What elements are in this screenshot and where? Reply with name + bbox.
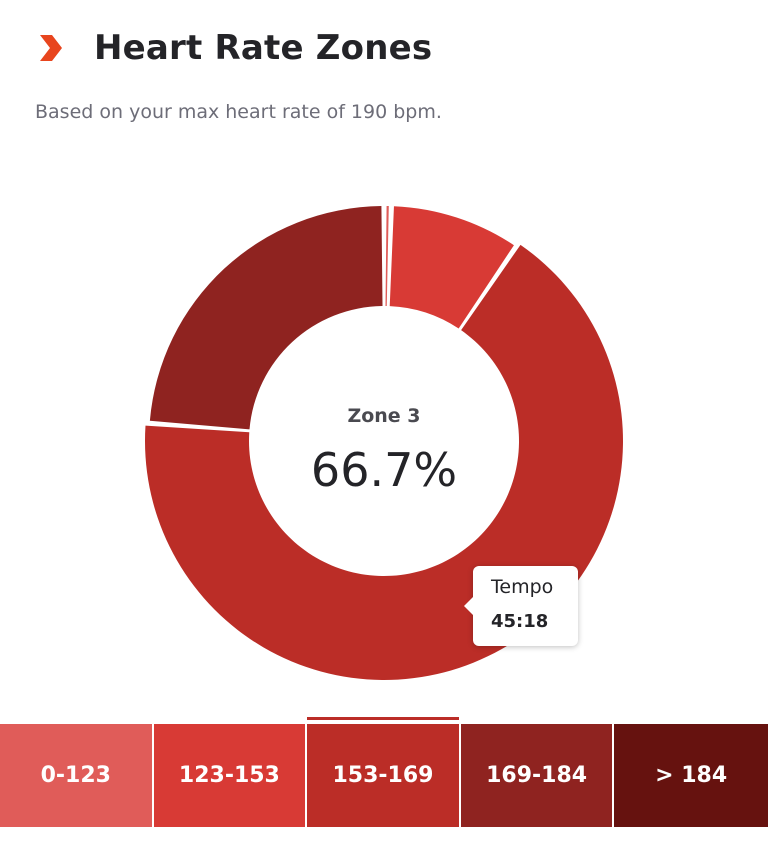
zone-selector: 0-123 123-153 153-169 169-184 > 184: [0, 717, 768, 827]
chevron-right-icon: [40, 35, 62, 61]
donut-center-label: Zone 3: [347, 405, 421, 427]
zone-selected-indicator: [461, 717, 613, 720]
zone-tab-label: 0-123: [40, 763, 111, 788]
zone-tab-169-184[interactable]: 169-184: [460, 724, 613, 827]
tooltip-zone-name: Tempo: [491, 576, 554, 598]
zone-tab-123-153[interactable]: 123-153: [153, 724, 306, 827]
donut-svg: [144, 206, 623, 680]
zone-selected-indicator: [614, 717, 768, 720]
zone-tab-label: 169-184: [486, 763, 588, 788]
tooltip-arrow: [464, 597, 473, 615]
tooltip-zone-time: 45:18: [491, 611, 549, 632]
donut-slice-3[interactable]: [149, 206, 383, 430]
donut-center-value: 66.7%: [310, 443, 458, 497]
zone-tab-gt-184[interactable]: > 184: [614, 724, 768, 827]
zone-tooltip: Tempo 45:18: [464, 566, 578, 646]
zone-selected-indicator: [154, 717, 306, 720]
zone-tab-label: 123-153: [178, 763, 280, 788]
page-title: Heart Rate Zones: [94, 28, 433, 68]
zone-tab-label: 153-169: [332, 763, 434, 788]
page-subtitle: Based on your max heart rate of 190 bpm.: [35, 101, 442, 123]
page-header: Heart Rate Zones: [36, 26, 432, 70]
donut-slice-0[interactable]: [385, 206, 389, 307]
zone-tab-0-123[interactable]: 0-123: [0, 724, 152, 827]
zone-tab-153-169[interactable]: 153-169: [307, 717, 459, 827]
zone-donut-chart: Zone 3 66.7% Tempo 45:18: [0, 160, 768, 720]
zone-tab-label: > 184: [655, 763, 728, 788]
zone-selected-indicator: [307, 717, 459, 720]
donut-slice-1[interactable]: [389, 206, 514, 329]
zone-selected-indicator: [0, 717, 152, 720]
